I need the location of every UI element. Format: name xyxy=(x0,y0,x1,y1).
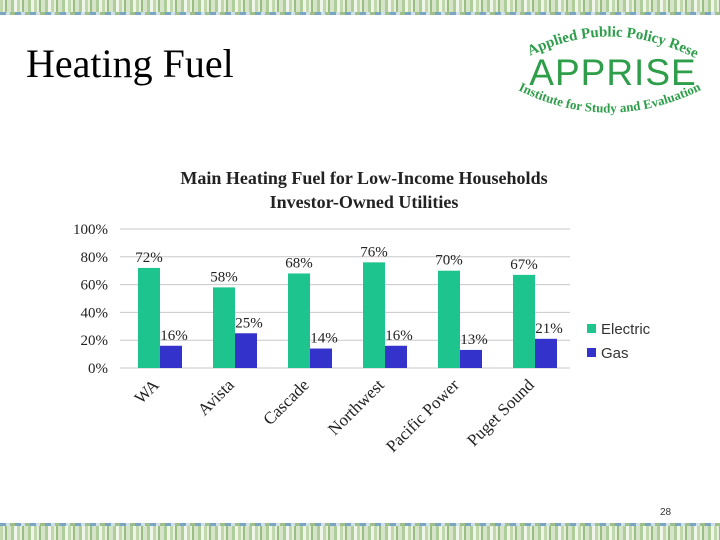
bar-electric-wa xyxy=(138,267,160,368)
bar-gas-cascade xyxy=(310,348,332,368)
slide-title: Heating Fuel xyxy=(26,41,234,86)
logo-main-text: APPRISE xyxy=(529,52,696,93)
category-label: Northwest xyxy=(324,375,388,439)
data-label: 25% xyxy=(235,315,263,331)
y-tick-label: 80% xyxy=(81,250,109,266)
bar-electric-cascade xyxy=(288,273,310,368)
y-axis-ticks: 0% 20% 40% 60% 80% 100% xyxy=(73,222,108,377)
category-label: Avista xyxy=(194,375,238,419)
legend: Electric Gas xyxy=(587,321,651,362)
bar-gas-puget-sound xyxy=(535,338,557,368)
category-label: Puget Sound xyxy=(463,375,538,450)
category-label: WA xyxy=(131,375,164,408)
bar-electric-pacific-power xyxy=(438,270,460,368)
bar-electric-avista xyxy=(213,287,235,368)
bars xyxy=(138,262,557,368)
data-label: 13% xyxy=(460,332,488,348)
category-label: Cascade xyxy=(259,375,312,428)
y-tick-label: 60% xyxy=(81,278,109,294)
bottom-decorative-band xyxy=(0,526,720,540)
data-label: 14% xyxy=(310,331,338,347)
data-label: 76% xyxy=(360,244,388,260)
page-number: 28 xyxy=(660,507,672,518)
bar-electric-puget-sound xyxy=(513,274,535,368)
bar-electric-northwest xyxy=(363,262,385,368)
top-decorative-line xyxy=(0,12,720,15)
bar-gas-pacific-power xyxy=(460,349,482,368)
bar-gas-wa xyxy=(160,345,182,368)
y-tick-label: 20% xyxy=(81,333,109,349)
bar-gas-avista xyxy=(235,333,257,368)
y-tick-label: 0% xyxy=(88,361,108,377)
data-label: 70% xyxy=(435,253,463,269)
data-label: 72% xyxy=(135,250,163,266)
data-label: 16% xyxy=(385,328,413,344)
legend-swatch-electric xyxy=(587,324,596,333)
category-label: Pacific Power xyxy=(382,375,463,456)
chart-title: Main Heating Fuel for Low-Income Househo… xyxy=(180,168,547,188)
y-tick-label: 40% xyxy=(81,305,109,321)
bottom-decorative-line xyxy=(0,523,720,526)
data-labels: 72% 16% 58% 25% 68% 14% 76% 16% 70% 13% 67% 21% xyxy=(135,244,563,348)
gridlines xyxy=(120,228,570,369)
bar-gas-northwest xyxy=(385,345,407,368)
data-label: 68% xyxy=(285,255,313,271)
legend-swatch-gas xyxy=(587,348,596,357)
data-label: 67% xyxy=(510,257,538,273)
data-label: 21% xyxy=(535,321,563,337)
chart-subtitle: Investor-Owned Utilities xyxy=(270,192,459,212)
y-tick-label: 100% xyxy=(73,222,108,238)
data-label: 58% xyxy=(210,269,238,285)
legend-label-gas: Gas xyxy=(601,345,629,362)
legend-label-electric: Electric xyxy=(601,321,651,338)
apprise-logo: Applied Public Policy Research APPRISE I… xyxy=(510,18,703,116)
data-label: 16% xyxy=(160,328,188,344)
top-decorative-band xyxy=(0,0,720,12)
